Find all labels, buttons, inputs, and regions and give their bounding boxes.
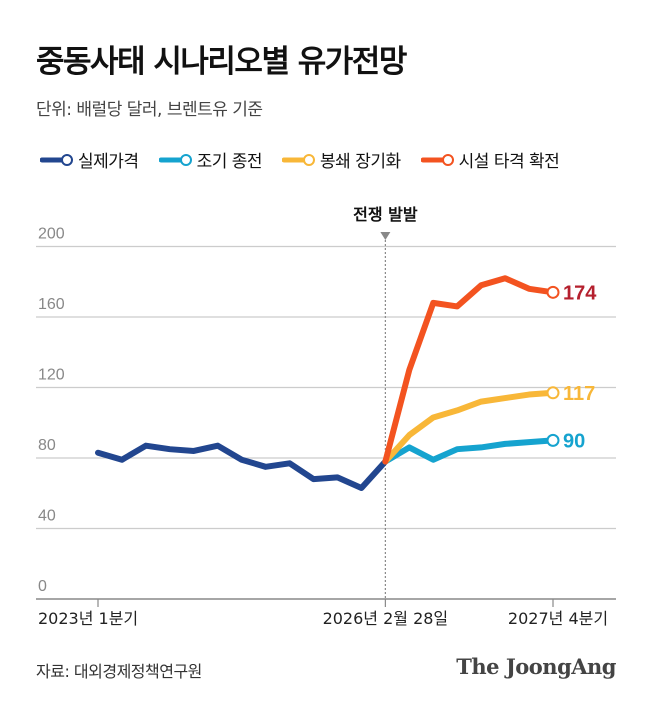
x-tick-label: 2026년 2월 28일	[323, 609, 449, 628]
data-label: 117	[563, 383, 595, 405]
event-marker-icon	[380, 232, 391, 240]
legend-label: 실제가격	[78, 152, 139, 172]
legend-item-actual: 실제가격	[40, 147, 139, 172]
y-tick-label: 80	[38, 437, 56, 454]
data-label: 90	[563, 430, 585, 452]
legend-label: 봉쇄 장기화	[320, 152, 401, 172]
end-point-marker	[546, 285, 560, 299]
chart-title: 중동사태 시나리오별 유가전망	[36, 44, 407, 80]
series-line	[382, 389, 556, 465]
legend-swatch	[420, 153, 454, 166]
y-tick-label: 160	[38, 296, 65, 313]
source-note: 자료: 대외경제정책연구원	[36, 662, 202, 681]
legend-swatch	[40, 153, 73, 166]
event-annotation: 전쟁 발발	[353, 205, 418, 224]
x-tick-label: 2027년 4분기	[508, 609, 608, 628]
legend-swatch	[158, 153, 192, 166]
y-tick-label: 200	[38, 226, 65, 243]
series-line	[382, 437, 556, 465]
end-point-marker	[546, 433, 560, 447]
legend-item-blockade: 봉쇄 장기화	[282, 147, 401, 172]
legend-label: 시설 타격 확전	[458, 152, 560, 172]
series-line	[95, 442, 389, 491]
y-tick-label: 40	[38, 508, 56, 525]
data-label: 174	[563, 282, 597, 304]
y-tick-label: 120	[38, 367, 65, 384]
x-tick-label: 2023년 1분기	[38, 609, 138, 628]
legend: 실제가격 조기 종전 봉쇄 장기화 시설 타격 확전	[40, 147, 560, 172]
legend-label: 조기 종전	[196, 152, 263, 172]
end-point-marker	[546, 386, 560, 400]
chart-subtitle: 단위: 배럴당 달러, 브렌트유 기준	[36, 100, 263, 120]
legend-swatch	[282, 153, 316, 166]
y-tick-label: 0	[38, 578, 47, 595]
legend-item-early-end: 조기 종전	[158, 147, 263, 172]
brand-logo: The JoongAng	[456, 654, 616, 679]
series-line	[382, 275, 556, 465]
legend-item-escalation: 시설 타격 확전	[420, 147, 560, 172]
